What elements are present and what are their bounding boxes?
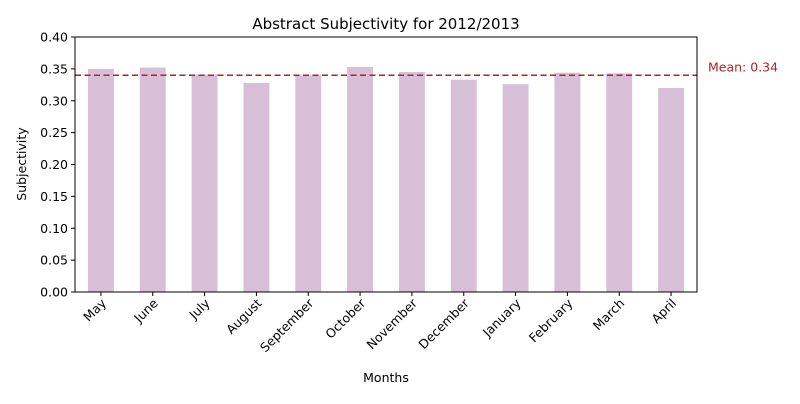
x-tick-label-january: January xyxy=(479,295,524,340)
y-tick-label: 0.05 xyxy=(40,253,68,268)
bar-december xyxy=(450,79,477,293)
x-tick-label-october: October xyxy=(322,295,369,342)
x-tick-label-april: April xyxy=(648,296,679,327)
bar-february xyxy=(554,72,581,292)
x-tick-label-june: June xyxy=(130,295,161,326)
bar-october xyxy=(347,66,374,293)
bar-march xyxy=(606,73,633,292)
x-tick-label-september: September xyxy=(257,295,317,355)
bar-january xyxy=(502,84,529,293)
bar-november xyxy=(398,72,425,292)
x-tick-label-july: July xyxy=(185,295,213,323)
mean-label: Mean: 0.34 xyxy=(708,59,778,74)
x-tick-label-august: August xyxy=(223,295,265,337)
y-tick-label: 0.25 xyxy=(40,125,68,140)
x-tick-label-march: March xyxy=(590,296,628,334)
y-axis-label: Subjectivity xyxy=(14,127,29,201)
y-tick-label: 0.20 xyxy=(40,157,68,172)
y-tick-label: 0.00 xyxy=(40,285,68,300)
bar-june xyxy=(139,67,166,292)
x-tick-label-may: May xyxy=(80,295,109,324)
plot-frame xyxy=(74,36,698,293)
x-tick-label-december: December xyxy=(415,295,472,352)
bar-august xyxy=(243,82,270,293)
y-tick-label: 0.40 xyxy=(40,30,68,45)
plot-area: Mean: 0.34 0.00 0.05 0.10 0.15 0.20 0.25 0.30 0.… xyxy=(40,30,778,355)
chart-title: Abstract Subjectivity for 2012/2013 xyxy=(252,15,519,33)
bar-september xyxy=(295,75,322,292)
x-axis-label: Months xyxy=(363,370,409,385)
bar-april xyxy=(658,88,685,292)
bar-may xyxy=(87,68,114,292)
y-tick-label: 0.15 xyxy=(40,189,68,204)
x-tick-label-february: February xyxy=(526,295,576,345)
y-tick-label: 0.10 xyxy=(40,221,68,236)
y-tick-label: 0.30 xyxy=(40,93,68,108)
y-tick-label: 0.35 xyxy=(40,61,68,76)
x-tick-label-november: November xyxy=(363,295,420,352)
bar-july xyxy=(191,74,218,292)
